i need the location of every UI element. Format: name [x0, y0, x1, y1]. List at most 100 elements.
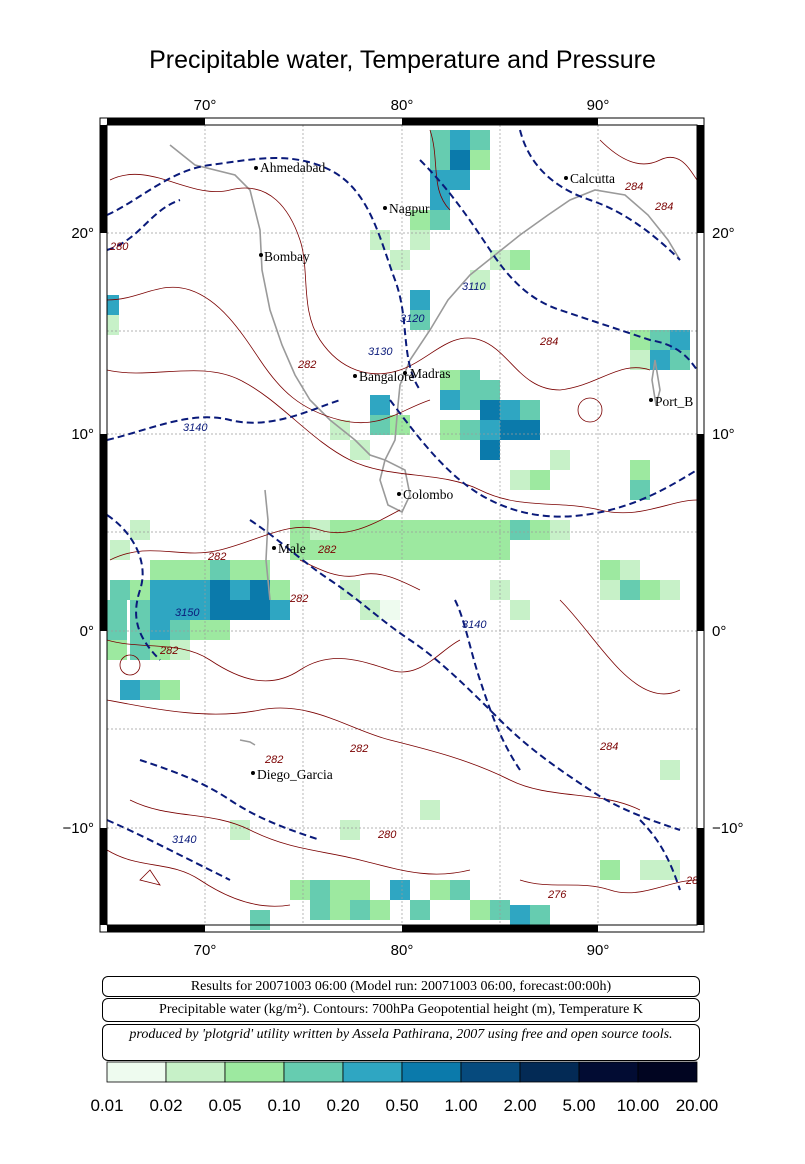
contour-label: 280: [109, 241, 129, 253]
pw-cell: [370, 540, 390, 560]
pw-cell: [107, 295, 119, 315]
pw-cell: [470, 900, 490, 920]
pw-cell: [450, 540, 470, 560]
contour-label: 282: [289, 593, 308, 605]
city-label: Bombay: [264, 249, 310, 264]
precipitable-water-field: [107, 130, 690, 930]
lon-label-bottom: 80°: [391, 942, 414, 959]
pw-cell: [410, 310, 430, 330]
contour-label: 3120: [400, 313, 425, 325]
colorbar-label: 0.05: [208, 1096, 241, 1115]
pw-cell: [150, 580, 170, 600]
pw-cell: [430, 210, 450, 230]
pw-cell: [330, 520, 350, 540]
credit-text: produced by 'plotgrid' utility written b…: [129, 1027, 673, 1042]
colorbar-labels: 0.01 0.02 0.05 0.10 0.20 0.50 1.00 2.00 5.00 10.0…: [90, 1096, 718, 1115]
pw-cell: [550, 450, 570, 470]
pw-cell: [640, 860, 660, 880]
pw-cell: [600, 560, 620, 580]
pw-cell: [370, 395, 390, 415]
colorbar-swatch: [578, 1061, 639, 1083]
contour-label: 280: [377, 829, 397, 841]
lon-label-top: 90°: [587, 97, 610, 114]
contour-label: 276: [547, 889, 567, 901]
pw-cell: [410, 540, 430, 560]
pw-cell: [450, 520, 470, 540]
colorbar-label: 0.02: [149, 1096, 182, 1115]
pw-cell: [350, 540, 370, 560]
geopotential-contours: [106, 129, 698, 891]
pw-cell: [190, 580, 210, 600]
city-label: Male: [278, 541, 306, 556]
pw-cell: [107, 600, 127, 620]
colorbar-swatch: [519, 1061, 580, 1083]
pw-cell: [210, 620, 230, 640]
pw-cell: [410, 290, 430, 310]
map-frame: [99, 117, 705, 933]
pw-cell: [170, 560, 190, 580]
pw-cell: [170, 620, 190, 640]
contour-label: 3110: [462, 281, 487, 293]
pw-cell: [470, 520, 490, 540]
pw-cell: [107, 620, 127, 640]
pw-cell: [370, 900, 390, 920]
pw-cell: [620, 580, 640, 600]
graticule: [107, 125, 697, 925]
pw-cell: [390, 540, 410, 560]
pw-cell: [510, 250, 530, 270]
pw-cell: [150, 600, 170, 620]
contour-label: 284: [654, 201, 673, 213]
pw-cell: [520, 420, 540, 440]
colorbar-label: 0.50: [385, 1096, 418, 1115]
colorbar-swatch: [283, 1061, 344, 1083]
colorbar-swatch: [224, 1061, 285, 1083]
pw-cell: [210, 560, 230, 580]
pw-cell: [600, 860, 620, 880]
pw-cell: [630, 480, 650, 500]
credit-box: produced by 'plotgrid' utility written b…: [102, 1024, 700, 1061]
contour-label: 284: [599, 741, 618, 753]
pw-cell: [340, 580, 360, 600]
pw-cell: [350, 440, 370, 460]
contour-label: 282: [297, 359, 316, 371]
contour-label: 282: [207, 551, 226, 563]
city-label: Bangalore: [359, 369, 414, 384]
pw-cell: [430, 190, 450, 210]
colorbar-label: 20.00: [676, 1096, 719, 1115]
pw-cell: [500, 420, 520, 440]
pw-cell: [460, 390, 480, 410]
pw-cell: [130, 640, 150, 660]
contour-label: 284: [624, 181, 643, 193]
lon-label-bottom: 70°: [194, 942, 217, 959]
pw-cell: [330, 900, 350, 920]
contour-label: 282: [159, 645, 178, 657]
pw-cell: [390, 880, 410, 900]
pw-cell: [510, 600, 530, 620]
pw-cell: [330, 880, 350, 900]
colorbar-label: 0.01: [90, 1096, 123, 1115]
pw-cell: [230, 600, 250, 620]
pw-cell: [450, 150, 470, 170]
pw-cell: [630, 460, 650, 480]
pw-cell: [440, 370, 460, 390]
contour-label: 3140: [183, 422, 208, 434]
pw-cell: [480, 400, 500, 420]
pw-cell: [670, 330, 690, 350]
pw-cell: [290, 520, 310, 540]
colorbar-swatch: [106, 1061, 167, 1083]
pw-cell: [210, 580, 230, 600]
pw-cell: [210, 600, 230, 620]
pw-cell: [480, 380, 500, 400]
pw-cell: [600, 580, 620, 600]
pw-cell: [470, 270, 490, 290]
colorbar-swatch: [637, 1061, 698, 1083]
pw-cell: [370, 415, 390, 435]
pw-cell: [120, 680, 140, 700]
pw-cell: [440, 420, 460, 440]
pw-cell: [530, 905, 550, 925]
city-label: Port_B: [655, 394, 693, 409]
pw-cell: [470, 540, 490, 560]
pw-cell: [390, 250, 410, 270]
pw-cell: [620, 560, 640, 580]
city-label: Nagpur: [389, 201, 430, 216]
